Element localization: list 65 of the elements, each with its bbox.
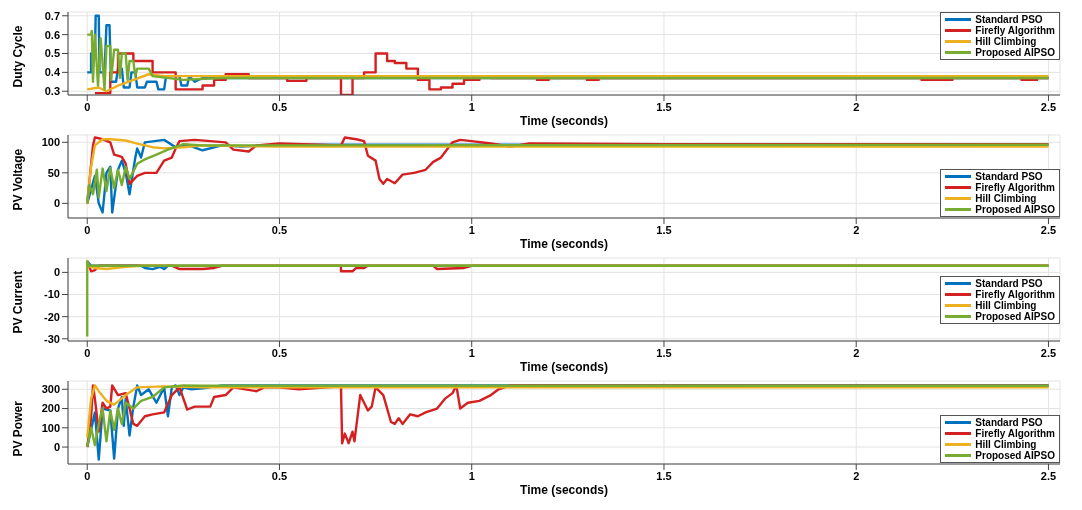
legend-label: Firefly Algorithm: [975, 428, 1055, 439]
x-tick-label: 2.5: [1040, 346, 1057, 359]
x-tick-label: 2: [853, 469, 860, 482]
y-tick-label: 0.7: [44, 9, 60, 22]
x-axis-title: Time (seconds): [520, 237, 608, 251]
x-tick-label: 0: [84, 469, 91, 482]
legend-label: Proposed AIPSO: [975, 311, 1055, 322]
x-axis-title: Time (seconds): [520, 114, 608, 128]
x-axis-title: Time (seconds): [520, 360, 608, 374]
legend-label: Proposed AIPSO: [975, 204, 1055, 215]
y-tick-label: -10: [44, 288, 60, 301]
legend-label: Standard PSO: [975, 278, 1043, 289]
y-tick-label: 200: [41, 402, 60, 415]
x-tick-label: 1.5: [656, 100, 672, 113]
y-tick-label: 50: [47, 166, 60, 179]
x-tick-label: 1: [468, 346, 475, 359]
legend-label: Firefly Algorithm: [975, 25, 1055, 36]
x-tick-label: 2: [853, 346, 860, 359]
legend-label: Standard PSO: [975, 14, 1043, 25]
legend-label: Proposed AIPSO: [975, 450, 1055, 461]
line-series: [86, 73, 1050, 93]
y-tick-label: 0.4: [44, 66, 61, 79]
legend-label: Hill Climbing: [975, 36, 1037, 47]
y-tick-label: 0.5: [44, 47, 60, 60]
x-tick-label: 0.5: [271, 469, 288, 482]
legend-label: Hill Climbing: [975, 300, 1037, 311]
y-axis-title: PV Current: [11, 270, 26, 334]
x-tick-label: 1: [468, 223, 475, 236]
legend-label: Firefly Algorithm: [975, 289, 1055, 300]
legend-label: Standard PSO: [975, 171, 1043, 182]
legend-label: Proposed AIPSO: [975, 47, 1055, 58]
x-tick-label: 0.5: [271, 346, 288, 359]
x-tick-label: 1.5: [656, 223, 672, 236]
x-tick-label: 2: [853, 100, 860, 113]
x-tick-label: 2: [853, 223, 860, 236]
y-axis-title: Duty Cycle: [11, 25, 26, 88]
y-axis-title: PV Voltage: [11, 148, 26, 211]
y-tick-label: 300: [41, 383, 60, 396]
x-tick-label: 2.5: [1040, 100, 1057, 113]
x-axis-title: Time (seconds): [520, 483, 608, 497]
x-tick-label: 1: [468, 469, 475, 482]
x-tick-label: 0.5: [271, 223, 288, 236]
y-axis-title: PV Power: [11, 400, 26, 457]
x-tick-label: 2.5: [1040, 223, 1057, 236]
x-tick-label: 0: [84, 346, 91, 359]
legend-label: Standard PSO: [975, 417, 1043, 428]
y-tick-label: 0: [53, 266, 60, 279]
legend-label: Firefly Algorithm: [975, 182, 1055, 193]
legend-label: Hill Climbing: [975, 193, 1037, 204]
x-tick-label: 2.5: [1040, 469, 1057, 482]
y-tick-label: 0.6: [44, 28, 60, 41]
y-tick-label: 0: [53, 440, 60, 453]
x-tick-label: 1.5: [656, 346, 672, 359]
x-tick-label: 0: [84, 223, 91, 236]
y-tick-label: 100: [41, 136, 60, 149]
x-tick-label: 1: [468, 100, 475, 113]
y-tick-label: 0.3: [44, 85, 60, 98]
x-tick-label: 1.5: [656, 469, 672, 482]
y-tick-label: 0: [53, 197, 60, 210]
y-tick-label: -30: [44, 332, 60, 345]
x-tick-label: 0.5: [271, 100, 288, 113]
legend-label: Hill Climbing: [975, 439, 1037, 450]
y-tick-label: -20: [44, 310, 60, 323]
x-tick-label: 0: [84, 100, 91, 113]
y-tick-label: 100: [41, 421, 60, 434]
